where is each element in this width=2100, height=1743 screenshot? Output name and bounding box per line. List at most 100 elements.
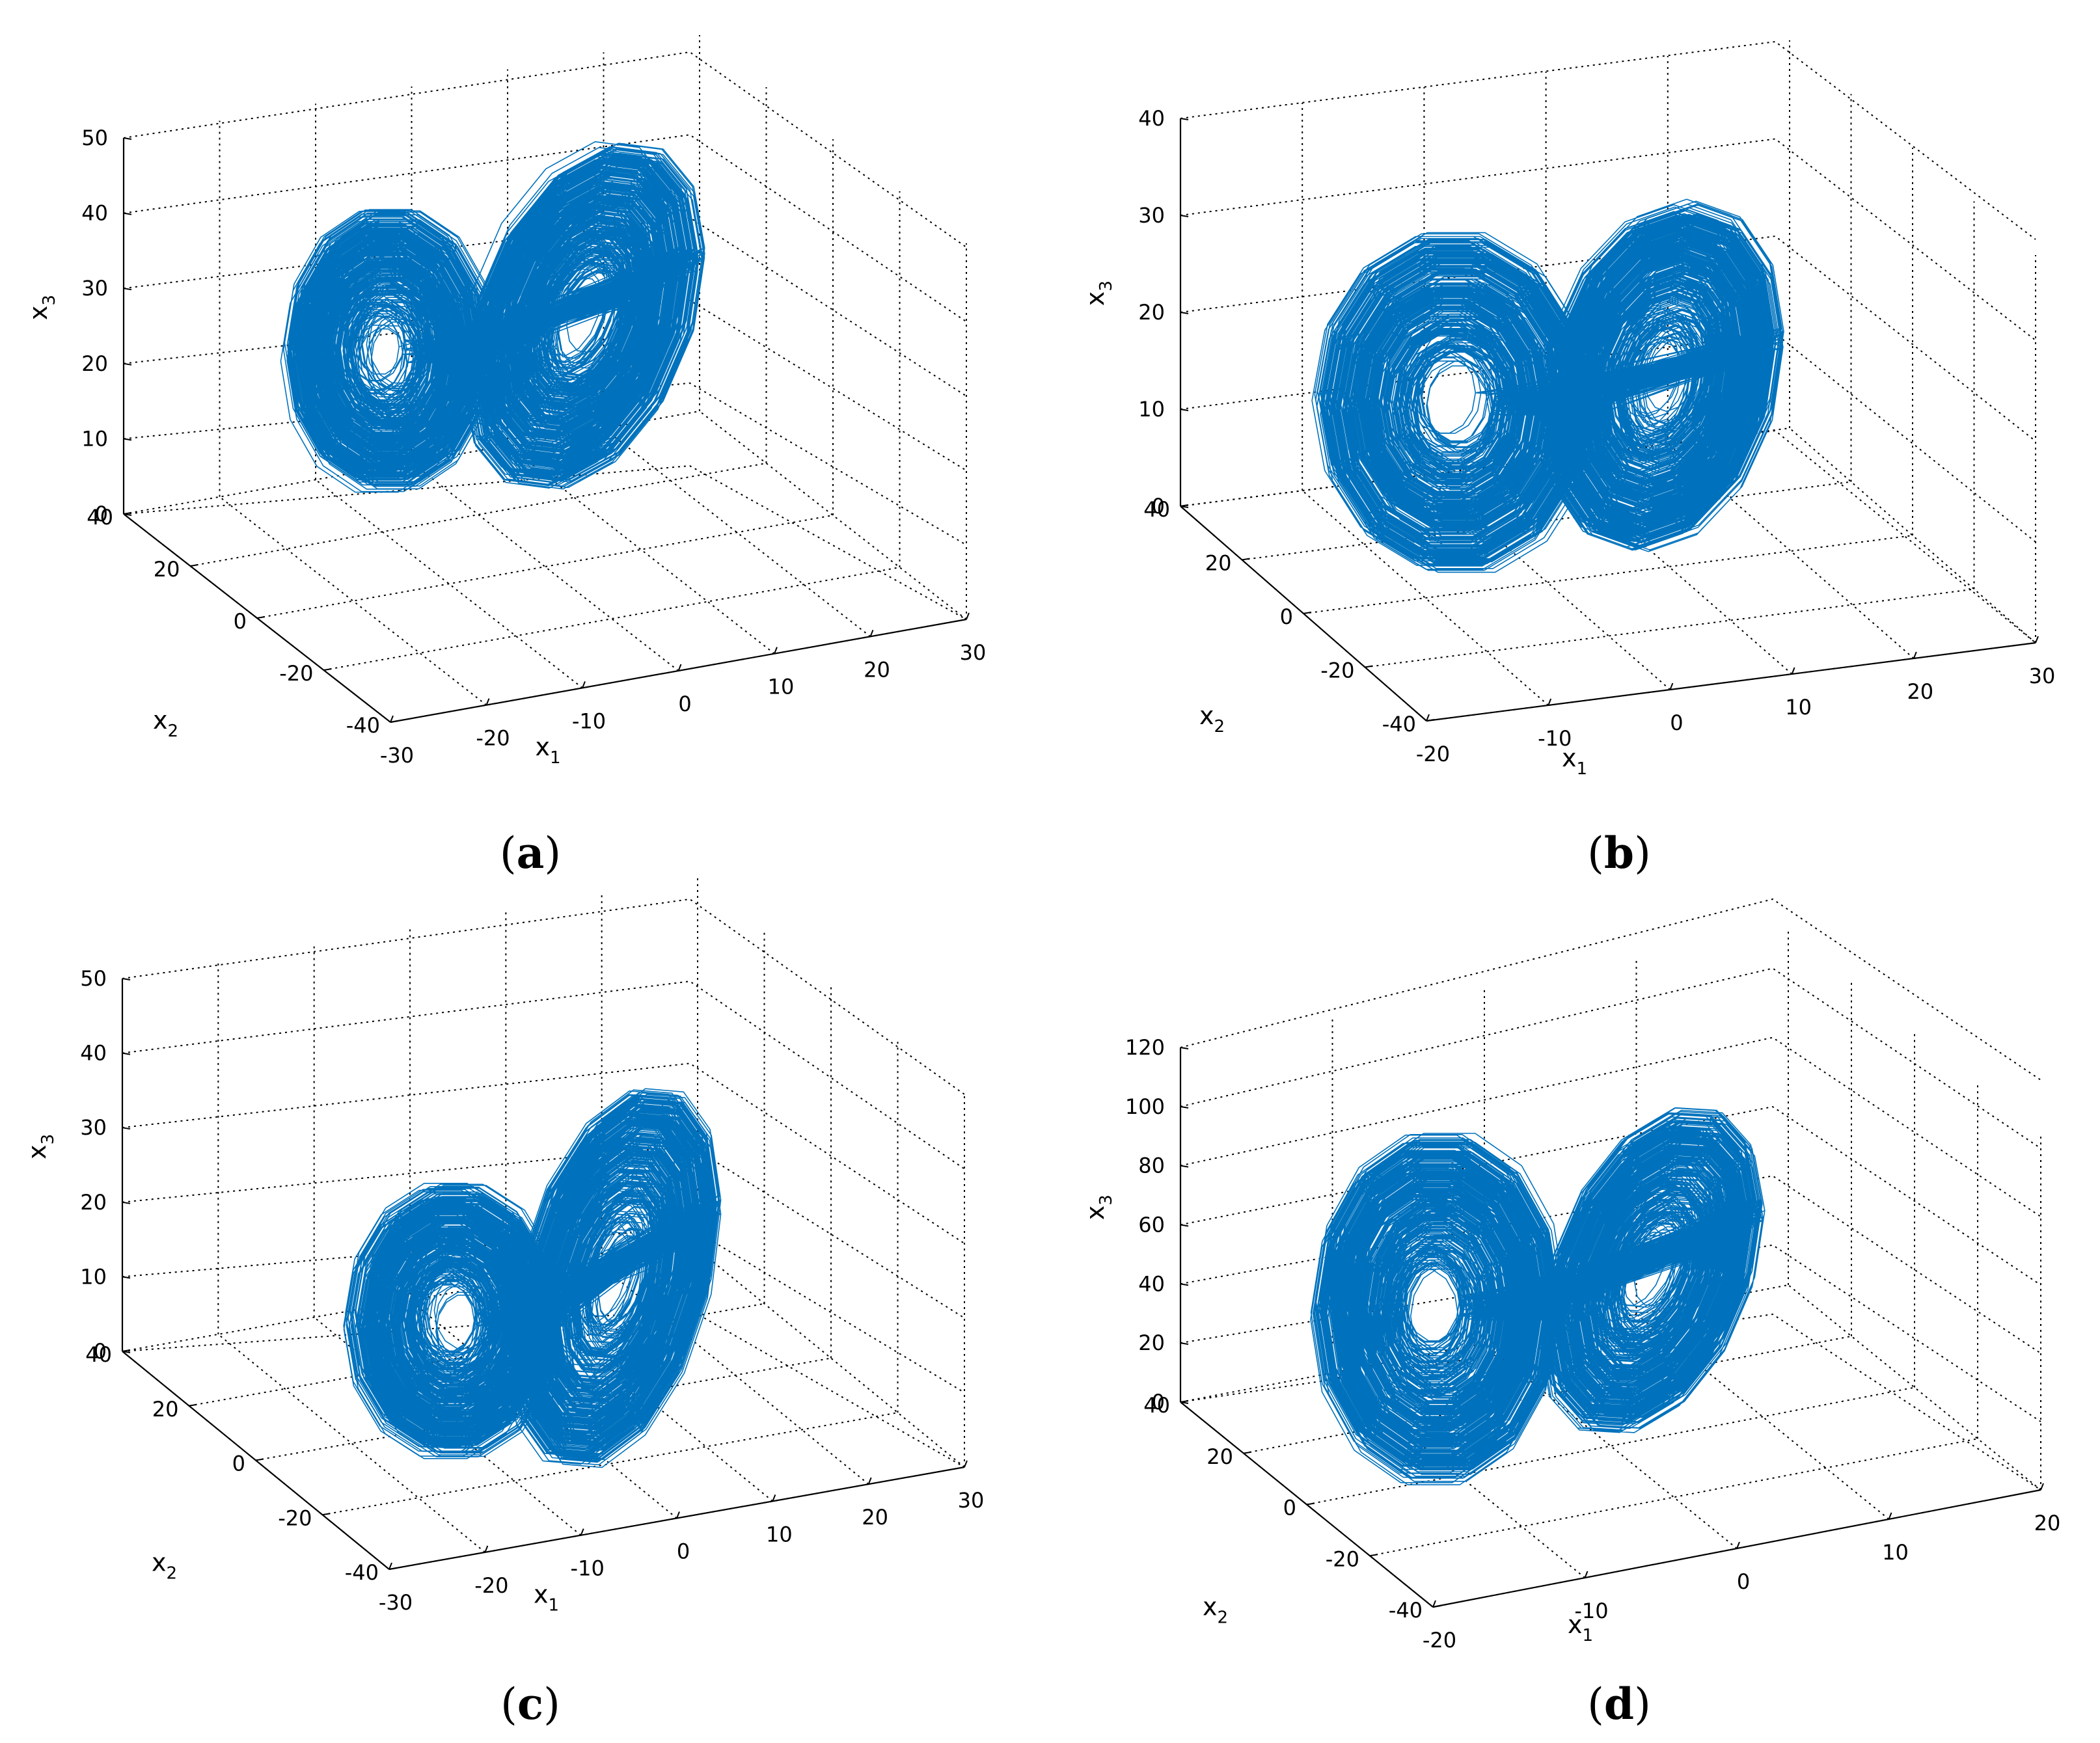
plot-panel-d: -20-1001020-40-2002040020406080100120x1x… xyxy=(1081,898,2060,1653)
y-tick-mark xyxy=(256,616,266,619)
grid-z-level xyxy=(1180,1105,2041,1286)
grid-x-floor xyxy=(411,462,679,671)
y-axis-label: x2 xyxy=(1203,1593,1228,1628)
y-tick-label: 20 xyxy=(1207,1444,1233,1469)
x-tick-label: 0 xyxy=(1670,710,1683,735)
x-tick-mark xyxy=(1548,698,1552,706)
z-tick-mark xyxy=(122,978,131,980)
y-tick-label: 20 xyxy=(1205,551,1232,576)
x-tick-mark xyxy=(1791,667,1795,675)
x-tick-mark xyxy=(582,681,586,688)
y-tick-label: -20 xyxy=(1320,658,1354,683)
grid-x-floor xyxy=(217,1334,485,1553)
x-tick-mark xyxy=(1669,682,1674,690)
y-tick-mark xyxy=(389,1567,398,1570)
z-tick-mark xyxy=(1180,1342,1189,1345)
y-tick-mark xyxy=(1243,1451,1252,1454)
z-tick-label: 20 xyxy=(80,1190,107,1215)
x-tick-label: -10 xyxy=(1574,1599,1608,1623)
x-tick-mark xyxy=(677,664,682,671)
grid-y-floor xyxy=(256,515,834,619)
z-axis-label: x3 xyxy=(1081,1195,1116,1220)
grid-y-floor xyxy=(322,1412,898,1516)
x-tick-label: 0 xyxy=(677,1539,690,1564)
x-tick-label: -30 xyxy=(380,743,414,768)
z-tick-mark xyxy=(123,362,132,366)
z-tick-mark xyxy=(123,288,132,291)
grid-z-level xyxy=(123,465,967,620)
z-axis-label: x3 xyxy=(1081,280,1116,306)
z-tick-label: 0 xyxy=(1152,494,1165,519)
grid-x-floor xyxy=(315,479,583,689)
x-tick-mark xyxy=(484,1545,489,1553)
y-tick-label: 0 xyxy=(1283,1496,1296,1520)
x-axis-label: x1 xyxy=(1562,744,1587,779)
z-tick-label: 20 xyxy=(81,351,108,376)
x-tick-label: 0 xyxy=(1737,1569,1750,1594)
z-tick-label: 40 xyxy=(81,201,108,226)
x-tick-mark xyxy=(1584,1571,1589,1578)
grid-z-level xyxy=(123,51,967,248)
grid-x-floor xyxy=(219,496,487,706)
grid-z-level xyxy=(1180,40,2036,240)
z-tick-mark xyxy=(123,137,132,140)
z-tick-mark xyxy=(1180,506,1189,508)
grid-z-level xyxy=(122,898,965,1095)
caption-c: (c) xyxy=(500,1679,560,1729)
z-tick-label: 10 xyxy=(81,426,108,451)
x-axis-label: x1 xyxy=(534,1580,559,1615)
grid-y-floor xyxy=(1243,1335,1852,1454)
x-tick-mark xyxy=(1426,714,1430,722)
x-tick-label: -20 xyxy=(1423,1628,1456,1653)
z-tick-mark xyxy=(123,513,132,516)
y-tick-mark xyxy=(189,1403,197,1407)
y-tick-label: 0 xyxy=(234,609,247,634)
z-tick-label: 40 xyxy=(1138,1271,1165,1296)
trajectory-line xyxy=(280,141,705,493)
z-tick-mark xyxy=(1180,1047,1189,1049)
z-tick-mark xyxy=(1180,312,1189,314)
z-tick-label: 10 xyxy=(80,1264,107,1289)
grid-y-floor xyxy=(190,463,767,567)
z-tick-label: 30 xyxy=(80,1115,107,1140)
x-tick-mark xyxy=(1432,1600,1436,1608)
x-tick-label: -10 xyxy=(572,709,606,733)
x-tick-mark xyxy=(966,612,970,620)
z-tick-label: 50 xyxy=(80,966,107,991)
z-tick-mark xyxy=(123,212,132,215)
grid-x-floor xyxy=(697,1249,965,1468)
z-tick-label: 50 xyxy=(81,126,108,150)
z-tick-label: 80 xyxy=(1138,1154,1165,1178)
z-tick-mark xyxy=(1180,1283,1189,1286)
x-tick-label: 20 xyxy=(864,657,890,682)
z-tick-label: 0 xyxy=(1152,1390,1165,1414)
grid-z-level xyxy=(123,382,967,546)
grid-x-floor xyxy=(1788,1284,2041,1491)
y-tick-label: 0 xyxy=(232,1452,245,1476)
plot-panel-c: -30-20-100102030-40-200204001020304050x1… xyxy=(23,876,985,1615)
x-tick-label: -10 xyxy=(571,1556,605,1581)
x-tick-label: 30 xyxy=(958,1488,985,1513)
z-tick-label: 10 xyxy=(1138,397,1165,422)
grid-z-level xyxy=(1180,1036,2041,1217)
y-tick-mark xyxy=(1242,558,1250,561)
z-tick-label: 20 xyxy=(1138,300,1165,325)
x-tick-mark xyxy=(772,1494,776,1502)
x-tick-label: -30 xyxy=(379,1590,413,1615)
y-tick-label: -40 xyxy=(345,1560,379,1585)
y-tick-mark xyxy=(1432,1605,1441,1608)
x-tick-label: 10 xyxy=(768,675,795,699)
y-tick-mark xyxy=(1303,612,1312,614)
y-tick-mark xyxy=(1365,665,1373,668)
x-tick-label: 30 xyxy=(2029,664,2056,688)
x-tick-mark xyxy=(1888,1512,1892,1520)
x-tick-label: 10 xyxy=(766,1522,793,1547)
z-tick-label: 60 xyxy=(1138,1213,1165,1237)
grid-y-floor xyxy=(1365,588,1974,668)
z-axis-label: x3 xyxy=(23,1134,58,1159)
z-tick-label: 40 xyxy=(80,1041,107,1066)
z-tick-mark xyxy=(1180,1165,1189,1168)
y-axis-label: x2 xyxy=(152,1548,177,1584)
grid-z-level xyxy=(1180,967,2041,1149)
